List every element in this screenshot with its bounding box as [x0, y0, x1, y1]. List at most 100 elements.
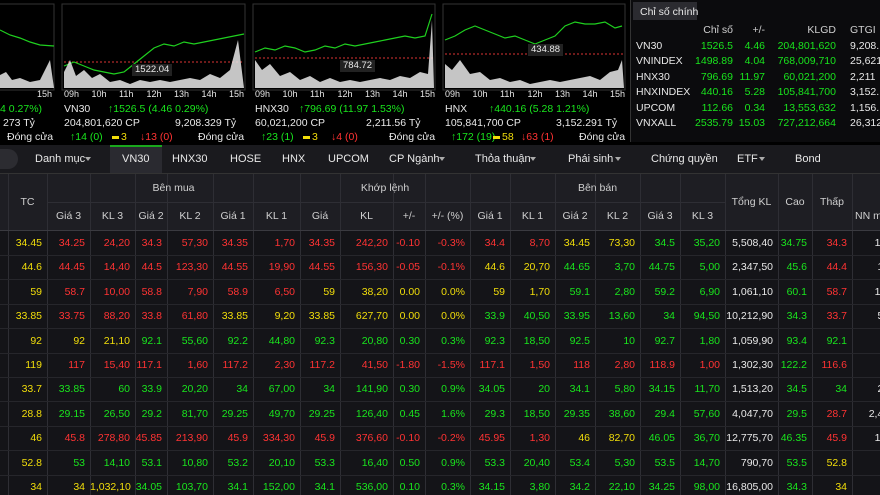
board-cell: 34.15	[470, 481, 505, 493]
row-divider	[0, 328, 880, 329]
time-label: 14h	[393, 88, 408, 100]
index-name: HNX	[445, 103, 467, 115]
header-sell: Bên bán	[470, 182, 725, 194]
board-cell: 57,60	[680, 408, 720, 420]
index-change: ↑440.16 (5.28 1.21%)	[489, 103, 589, 115]
tab[interactable]: Thỏa thuận	[475, 153, 531, 165]
board-cell: 44.6	[470, 261, 505, 273]
board-cell: 24,20	[90, 237, 130, 249]
tab[interactable]: HNX30	[172, 153, 207, 165]
board-cell: 33.85	[213, 310, 248, 322]
tab[interactable]: Danh mục	[35, 153, 85, 165]
board-cell: 116.6	[812, 359, 847, 371]
board-cell: 98,00	[680, 481, 720, 493]
tab[interactable]: Phái sinh	[568, 153, 613, 165]
header-total: Tổng KL	[725, 196, 778, 208]
index-cell: 440.16	[701, 86, 733, 98]
board-cell: 33.85	[47, 383, 85, 395]
tab[interactable]: UPCOM	[328, 153, 369, 165]
board-cell: 26,50	[90, 408, 130, 420]
board-cell: 46	[555, 432, 590, 444]
index-volume: 60,021,200 CP	[255, 117, 325, 129]
sub-header: +/- (%)	[425, 210, 470, 222]
board-cell: 45.85	[135, 432, 162, 444]
board-cell: 136	[852, 261, 880, 273]
index-cell: 11.97	[740, 71, 766, 83]
board-cell: 3,80	[510, 481, 550, 493]
tab[interactable]: ETF	[737, 153, 758, 165]
time-label: 14h	[583, 88, 598, 100]
index-cell: 60,021,200	[783, 71, 836, 83]
index-name: HNX30	[636, 71, 670, 83]
board-cell: 559	[852, 310, 880, 322]
board-cell: 33.9	[135, 383, 162, 395]
index-cell: 25,621	[850, 55, 880, 67]
board-cell: 28.7	[812, 408, 847, 420]
row-divider	[0, 255, 880, 256]
board-cell: 34.75	[778, 237, 807, 249]
tab[interactable]: Chứng quyền	[651, 153, 718, 165]
board-cell: 627,70	[340, 310, 388, 322]
board-cell: 1,56	[852, 286, 880, 298]
board-cell: 28.8	[8, 408, 42, 420]
index-cell: 768,009,710	[778, 55, 836, 67]
search-box[interactable]	[0, 149, 18, 169]
board-cell: 0.30	[393, 383, 420, 395]
sub-header: KL 3	[680, 210, 725, 222]
time-label: 12h	[338, 88, 353, 100]
board-cell: 58.9	[213, 286, 248, 298]
board-cell: 29.15	[47, 408, 85, 420]
board-cell: 92.7	[640, 335, 675, 347]
board-cell: 1,032,10	[90, 481, 130, 493]
tab[interactable]: VN30	[122, 153, 150, 165]
board-cell: 55,60	[167, 335, 208, 347]
tab[interactable]: HOSE	[230, 153, 261, 165]
board-cell: 1,30	[510, 432, 550, 444]
board-cell: 20,70	[510, 261, 550, 273]
index-value: 2,211.56 Tỷ	[366, 117, 420, 129]
index-volume: 204,801,620 CP	[64, 117, 140, 129]
board-cell: 2,30	[253, 359, 295, 371]
index-status: Đóng cửa	[389, 131, 435, 143]
index-name: VN30	[64, 103, 90, 115]
tab-caret	[530, 157, 536, 161]
mini-chart	[62, 4, 245, 90]
header-match: Khớp lệnh	[300, 182, 470, 194]
board-cell: 1,80	[680, 335, 720, 347]
tab[interactable]: Bond	[795, 153, 821, 165]
board-cell: 5,30	[595, 457, 635, 469]
row-divider	[0, 401, 880, 402]
main-indices-header: KLGD	[807, 24, 836, 36]
index-cell: 4.04	[745, 55, 765, 67]
board-cell: 118.9	[640, 359, 675, 371]
board-cell: 34.45	[555, 237, 590, 249]
board-cell: 1,88	[852, 237, 880, 249]
board-cell: 34.4	[470, 237, 505, 249]
board-cell: 10,00	[90, 286, 130, 298]
board-cell: 53.2	[213, 457, 248, 469]
main-indices-header: GTGI	[850, 24, 876, 36]
board-cell: 6,50	[253, 286, 295, 298]
board-cell: 67,00	[253, 383, 295, 395]
board-cell: 58.7	[47, 286, 85, 298]
board-cell: 34.5	[778, 383, 807, 395]
board-cell: 5,80	[595, 383, 635, 395]
main-indices-title: Chỉ số chính	[640, 6, 698, 18]
board-cell: 33.9	[470, 310, 505, 322]
sub-header: KL	[340, 210, 393, 222]
board-cell: 5,00	[680, 261, 720, 273]
tab-caret	[615, 157, 621, 161]
board-cell: 14,10	[90, 457, 130, 469]
tab[interactable]: HNX	[282, 153, 305, 165]
tab[interactable]: CP Ngành	[389, 153, 440, 165]
index-cell: 9,208.	[850, 40, 879, 52]
board-cell: -1.80	[393, 359, 420, 371]
time-label: 09h	[255, 88, 270, 100]
board-cell: 34	[812, 383, 847, 395]
board-cell: 8,70	[510, 237, 550, 249]
board-cell: 34	[640, 310, 675, 322]
index-cell: 105,841,700	[778, 86, 836, 98]
board-cell: -1.5%	[425, 359, 465, 371]
board-cell: 5,508,40	[725, 237, 773, 249]
